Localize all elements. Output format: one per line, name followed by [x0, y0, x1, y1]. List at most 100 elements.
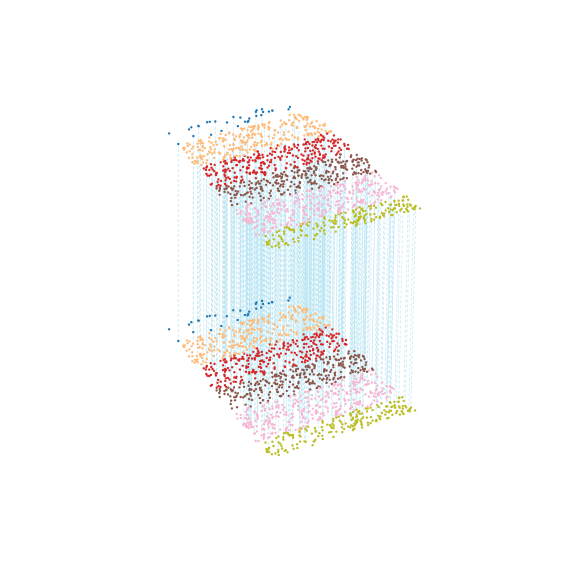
scatter-point — [314, 138, 318, 141]
scatter-point — [190, 147, 193, 150]
scatter-point — [282, 341, 286, 344]
scatter-point — [313, 145, 316, 149]
scatter-point — [197, 139, 200, 143]
scatter-point — [307, 337, 310, 341]
scatter-point — [242, 351, 245, 354]
scatter-point — [278, 384, 282, 387]
scatter-point — [270, 384, 274, 388]
scatter-point — [254, 215, 258, 218]
scatter-point — [260, 144, 264, 147]
scatter-point — [293, 212, 296, 215]
scatter-point — [210, 383, 214, 387]
scatter-point — [214, 314, 217, 317]
scatter-point — [205, 357, 209, 361]
scatter-point — [328, 355, 332, 359]
scatter-point — [293, 164, 297, 168]
scatter-point — [301, 222, 304, 225]
scatter-point — [209, 373, 213, 377]
scatter-point — [224, 138, 227, 142]
scatter-point — [331, 336, 334, 339]
scatter-point — [292, 341, 295, 344]
scatter-point — [224, 379, 227, 383]
connector-line — [384, 192, 390, 394]
scatter-point — [269, 194, 272, 198]
scatter-point — [260, 299, 264, 303]
scatter-point — [246, 359, 250, 362]
scatter-point — [277, 374, 280, 377]
scatter-point — [208, 168, 211, 172]
scatter-point — [321, 124, 325, 127]
scatter-point — [319, 133, 323, 137]
scatter-point — [234, 380, 237, 384]
scatter-point — [351, 173, 355, 176]
scatter-point — [210, 166, 213, 169]
scatter-point — [335, 430, 338, 433]
scatter-point — [377, 174, 381, 177]
scatter-point — [376, 198, 379, 201]
scatter-point — [253, 328, 256, 332]
scatter-point — [292, 370, 295, 373]
scatter-point — [339, 370, 342, 374]
scatter-point — [278, 319, 282, 322]
scatter-point — [318, 415, 322, 419]
scatter-point — [308, 358, 312, 361]
scatter-point — [324, 130, 327, 133]
scatter-point — [236, 202, 239, 206]
scatter-point — [261, 353, 264, 356]
scatter-point — [339, 148, 343, 152]
scatter-point — [302, 346, 306, 349]
scatter-point — [208, 314, 211, 318]
scatter-point — [223, 384, 227, 387]
scatter-point — [277, 340, 280, 344]
scatter-point — [299, 225, 302, 228]
connector-line — [364, 170, 369, 369]
connector-line — [274, 169, 277, 369]
scatter-point — [281, 123, 284, 126]
scatter-point — [308, 198, 312, 201]
scatter-point — [289, 163, 292, 166]
scatter-point — [256, 213, 260, 216]
scatter-point — [343, 221, 346, 225]
scatter-point — [278, 428, 282, 431]
scatter-point — [191, 156, 194, 159]
scatter-point — [275, 230, 279, 234]
scatter-point — [327, 159, 330, 162]
scatter-point — [336, 173, 339, 176]
scatter-point — [321, 343, 324, 346]
scatter-point — [390, 195, 393, 198]
scatter-point — [324, 163, 328, 167]
scatter-point — [331, 328, 334, 331]
scatter-point — [234, 180, 238, 183]
scatter-point — [380, 381, 384, 384]
scatter-point — [358, 181, 361, 184]
scatter-point — [238, 386, 241, 389]
scatter-point — [351, 370, 354, 374]
scatter-point — [228, 351, 231, 355]
scatter-point — [349, 413, 352, 416]
scatter-point — [248, 164, 251, 167]
scatter-point — [363, 214, 366, 217]
scatter-point — [353, 361, 357, 365]
scatter-point — [298, 440, 302, 443]
scatter-point — [393, 406, 397, 409]
scatter-point — [297, 312, 300, 315]
scatter-point — [232, 147, 235, 150]
scatter-point — [247, 356, 250, 360]
scatter-point — [283, 449, 286, 453]
scatter-point — [349, 221, 352, 224]
scatter-point — [285, 333, 288, 337]
scatter-point — [339, 362, 343, 365]
scatter-point — [413, 206, 416, 209]
scatter-point — [214, 374, 218, 377]
connector-line — [260, 168, 263, 368]
scatter-point — [220, 129, 223, 133]
scatter-point — [240, 175, 243, 178]
connector-line — [317, 230, 321, 437]
scatter-point — [287, 299, 290, 302]
scatter-point — [366, 169, 370, 173]
scatter-point — [218, 391, 221, 395]
scatter-point — [324, 153, 327, 156]
scatter-point — [229, 181, 233, 184]
scatter-point — [337, 138, 340, 141]
